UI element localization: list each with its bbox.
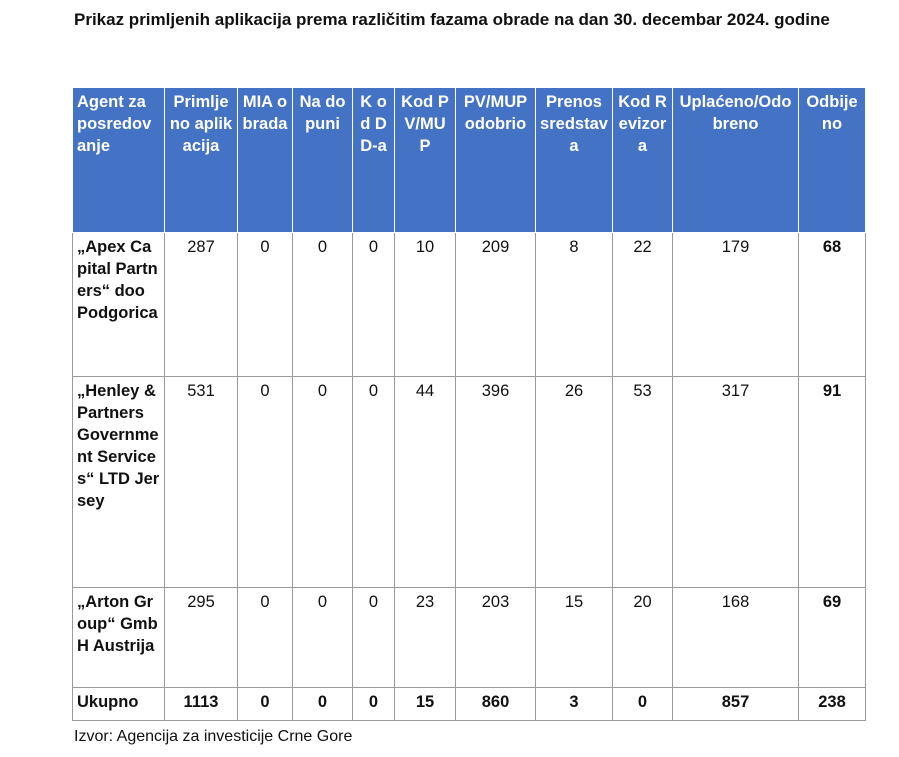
table-cell: 44 [394,376,456,588]
table-cell: 0 [292,376,353,588]
table-cell: 0 [352,587,395,688]
table-cell: 287 [164,232,238,377]
table-cell: 23 [394,587,456,688]
table-cell: 0 [352,232,395,377]
table-cell: 531 [164,376,238,588]
table-cell: 69 [798,587,866,688]
table-cell: 0 [292,687,353,721]
table-cell: 203 [455,587,536,688]
table-cell: 857 [672,687,799,721]
header-cell: PV/MUP odobrio [455,87,536,233]
table-title: Prikaz primljenih aplikacija prema razli… [74,10,830,29]
table-cell: 0 [237,232,293,377]
header-cell: Na dopuni [292,87,353,233]
header-cell: MIA obrada [237,87,293,233]
table-cell: 91 [798,376,866,588]
agent-name: „Apex Capital Partners“ doo Podgorica [72,232,165,377]
table-cell: 26 [535,376,613,588]
header-cell: Uplaćeno/Odobreno [672,87,799,233]
header-row: Agent za posredovanje Primljeno aplikaci… [72,87,866,233]
table-cell: 317 [672,376,799,588]
table-cell: 0 [292,587,353,688]
table-row: „Henley & Partners Government Services“ … [72,376,866,588]
source-note: Izvor: Agencija za investicije Crne Gore [74,728,353,745]
header-cell: K od DD-a [352,87,395,233]
table-cell: 860 [455,687,536,721]
table-cell: 168 [672,587,799,688]
table-cell: 0 [237,687,293,721]
table-cell: 15 [394,687,456,721]
table-cell: 396 [455,376,536,588]
table-cell: 3 [535,687,613,721]
total-row: Ukupno 1113 0 0 0 15 860 3 0 857 238 [72,687,866,721]
table-cell: 1113 [164,687,238,721]
table-cell: 0 [237,587,293,688]
table-cell: 15 [535,587,613,688]
header-cell: Odbijeno [798,87,866,233]
table-cell: 0 [352,376,395,588]
table-cell: 53 [612,376,673,588]
table-cell: 0 [352,687,395,721]
table-cell: 0 [292,232,353,377]
header-cell: Kod Revizora [612,87,673,233]
table-row: „Arton Group“ GmbH Austrija 295 0 0 0 23… [72,587,866,688]
total-label: Ukupno [72,687,165,721]
table-cell: 20 [612,587,673,688]
table-cell: 238 [798,687,866,721]
table-cell: 8 [535,232,613,377]
header-cell: Primljeno aplikacija [164,87,238,233]
table-cell: 209 [455,232,536,377]
table-cell: 0 [237,376,293,588]
header-cell: Agent za posredovanje [72,87,165,233]
table-cell: 22 [612,232,673,377]
applications-table: Agent za posredovanje Primljeno aplikaci… [72,87,866,721]
table-cell: 68 [798,232,866,377]
header-cell: Kod PV/MUP [394,87,456,233]
table-cell: 10 [394,232,456,377]
table-cell: 179 [672,232,799,377]
header-cell: Prenos sredstava [535,87,613,233]
table-row: „Apex Capital Partners“ doo Podgorica 28… [72,232,866,377]
agent-name: „Arton Group“ GmbH Austrija [72,587,165,688]
agent-name: „Henley & Partners Government Services“ … [72,376,165,588]
table-cell: 0 [612,687,673,721]
table-cell: 295 [164,587,238,688]
